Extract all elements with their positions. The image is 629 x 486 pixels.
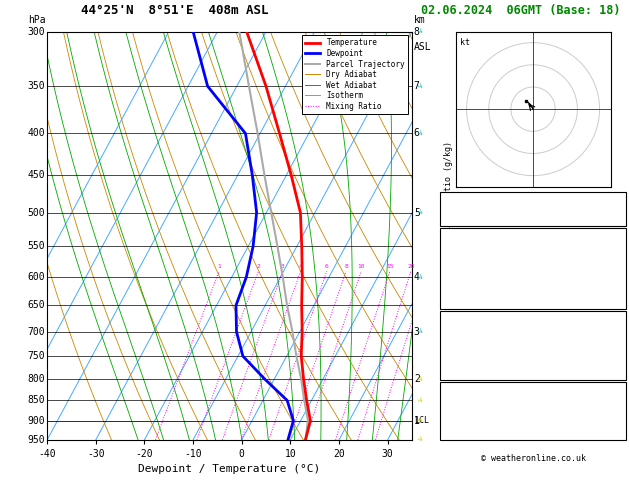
Text: 2: 2 xyxy=(257,264,260,269)
Text: 400: 400 xyxy=(28,128,45,139)
Text: 3: 3 xyxy=(281,264,285,269)
Text: 3: 3 xyxy=(618,407,623,416)
Text: 700: 700 xyxy=(28,327,45,337)
Text: 0: 0 xyxy=(618,287,623,296)
Text: Surface: Surface xyxy=(515,231,552,241)
Text: 0: 0 xyxy=(618,369,623,378)
Text: 48: 48 xyxy=(613,205,623,214)
Text: 44°25'N  8°51'E  408m ASL: 44°25'N 8°51'E 408m ASL xyxy=(81,4,269,17)
Text: 300: 300 xyxy=(28,27,45,36)
Text: 5: 5 xyxy=(618,429,623,438)
Text: Mixing Ratio (g/kg): Mixing Ratio (g/kg) xyxy=(444,141,453,236)
Text: CIN (J): CIN (J) xyxy=(443,298,481,307)
Text: CAPE (J): CAPE (J) xyxy=(443,287,486,296)
Text: 650: 650 xyxy=(28,300,45,311)
Text: Pressure (mb): Pressure (mb) xyxy=(443,325,513,334)
Text: 8: 8 xyxy=(414,27,420,36)
Text: 1: 1 xyxy=(217,264,221,269)
Text: 750: 750 xyxy=(28,351,45,361)
Text: 5: 5 xyxy=(414,208,420,218)
Text: >: > xyxy=(414,272,424,282)
Text: Lifted Index: Lifted Index xyxy=(443,347,508,356)
Text: hPa: hPa xyxy=(28,16,45,25)
Text: 2: 2 xyxy=(618,347,623,356)
Text: 6: 6 xyxy=(325,264,329,269)
Text: EH: EH xyxy=(443,396,454,405)
Text: StmSpd (kt): StmSpd (kt) xyxy=(443,429,502,438)
Text: 9.5: 9.5 xyxy=(607,254,623,262)
Text: 950: 950 xyxy=(28,435,45,445)
Text: Temp (°C): Temp (°C) xyxy=(443,243,491,251)
Text: >: > xyxy=(414,128,424,139)
Text: >: > xyxy=(414,81,424,91)
Text: >: > xyxy=(414,327,424,337)
Text: 6: 6 xyxy=(414,128,420,139)
Text: 900: 900 xyxy=(28,416,45,426)
Text: 4: 4 xyxy=(618,276,623,285)
Text: 0: 0 xyxy=(618,396,623,405)
Text: 550: 550 xyxy=(28,241,45,251)
Text: 1: 1 xyxy=(414,416,420,426)
Text: LCL: LCL xyxy=(414,416,429,425)
Text: 350: 350 xyxy=(28,81,45,91)
Text: 315: 315 xyxy=(607,336,623,345)
Text: 310: 310 xyxy=(607,264,623,274)
Text: 239°: 239° xyxy=(602,418,623,427)
Text: 4: 4 xyxy=(299,264,303,269)
Text: Totals Totals: Totals Totals xyxy=(443,205,513,214)
Text: 0: 0 xyxy=(618,358,623,367)
Text: >: > xyxy=(414,27,424,36)
Text: Most Unstable: Most Unstable xyxy=(498,314,568,323)
Text: 13.1: 13.1 xyxy=(602,243,623,251)
Text: >: > xyxy=(414,374,424,384)
Text: ASL: ASL xyxy=(414,42,431,52)
Text: SREH: SREH xyxy=(443,407,464,416)
Text: 02.06.2024  06GMT (Base: 18): 02.06.2024 06GMT (Base: 18) xyxy=(421,4,621,17)
Text: 500: 500 xyxy=(28,208,45,218)
Text: Lifted Index: Lifted Index xyxy=(443,276,508,285)
Text: K: K xyxy=(443,194,448,204)
Text: 15: 15 xyxy=(386,264,394,269)
Text: 600: 600 xyxy=(28,272,45,282)
Text: >: > xyxy=(414,208,424,217)
Text: PW (cm): PW (cm) xyxy=(443,215,481,225)
Legend: Temperature, Dewpoint, Parcel Trajectory, Dry Adiabat, Wet Adiabat, Isotherm, Mi: Temperature, Dewpoint, Parcel Trajectory… xyxy=(302,35,408,114)
Text: 10: 10 xyxy=(357,264,365,269)
Text: >: > xyxy=(414,435,424,445)
Text: © weatheronline.co.uk: © weatheronline.co.uk xyxy=(481,454,586,464)
Text: 2: 2 xyxy=(414,374,420,384)
Text: 900: 900 xyxy=(607,325,623,334)
Text: >: > xyxy=(414,396,424,405)
Text: Hodograph: Hodograph xyxy=(509,385,557,394)
Text: θᴇ (K): θᴇ (K) xyxy=(443,336,475,345)
X-axis label: Dewpoint / Temperature (°C): Dewpoint / Temperature (°C) xyxy=(138,465,321,474)
Text: 8: 8 xyxy=(344,264,348,269)
Text: 7: 7 xyxy=(414,81,420,91)
Text: 800: 800 xyxy=(28,374,45,384)
Text: 0: 0 xyxy=(618,298,623,307)
Text: 850: 850 xyxy=(28,396,45,405)
Text: 20: 20 xyxy=(407,264,415,269)
Text: 1.76: 1.76 xyxy=(602,215,623,225)
Text: 450: 450 xyxy=(28,170,45,180)
Text: θᴇ(K): θᴇ(K) xyxy=(443,264,470,274)
Text: CIN (J): CIN (J) xyxy=(443,369,481,378)
Text: 3: 3 xyxy=(414,327,420,337)
Text: >: > xyxy=(414,416,424,426)
Text: StmDir: StmDir xyxy=(443,418,475,427)
Text: CAPE (J): CAPE (J) xyxy=(443,358,486,367)
Text: Dewp (°C): Dewp (°C) xyxy=(443,254,491,262)
Text: 23: 23 xyxy=(613,194,623,204)
Text: 4: 4 xyxy=(414,272,420,282)
Text: kt: kt xyxy=(460,38,470,47)
Text: km: km xyxy=(414,16,426,25)
